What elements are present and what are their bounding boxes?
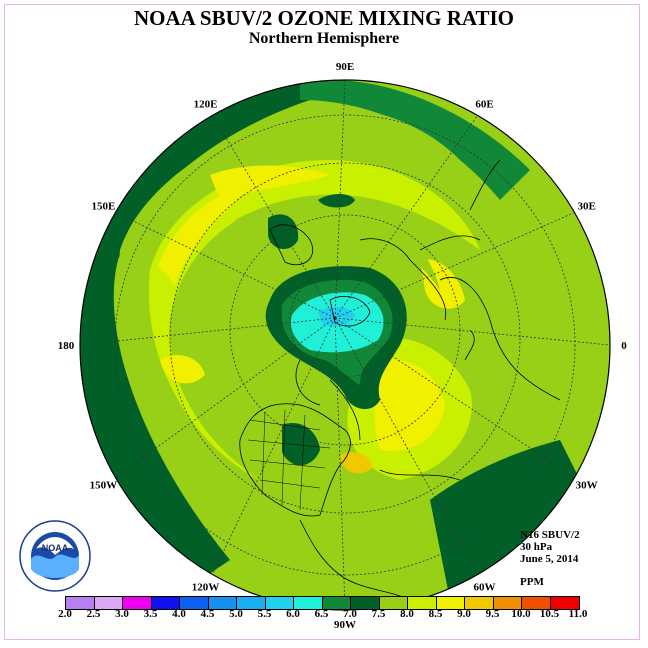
longitude-labels: 90E 60E 30E 0 30W 60W 90W 120W 150W 180 150E 120E bbox=[58, 61, 628, 631]
legend-swatch bbox=[522, 597, 551, 609]
legend-tick-label: 10.0 bbox=[511, 608, 531, 620]
legend-swatch bbox=[66, 597, 95, 609]
legend-ticks: 2.0 2.5 3.0 3.5 4.0 4.5 5.0 5.5 6.0 6.5 7.0 7.5 8.0 8… bbox=[52, 608, 612, 622]
legend-tick-label: 4.0 bbox=[172, 608, 186, 620]
legend-swatch bbox=[294, 597, 323, 609]
longitude-label: 180 bbox=[58, 340, 75, 352]
legend-tick-label: 10.5 bbox=[539, 608, 560, 620]
legend-swatch bbox=[493, 597, 522, 609]
legend-swatch bbox=[322, 597, 351, 609]
legend-swatch bbox=[123, 597, 152, 609]
map-subtitle: Northern Hemisphere bbox=[248, 30, 400, 47]
legend-swatch bbox=[151, 597, 180, 609]
legend-tick-label: 9.0 bbox=[457, 608, 471, 620]
meridian-line bbox=[79, 317, 336, 346]
color-legend bbox=[65, 596, 580, 610]
instrument-label: N16 SBUV/2 bbox=[520, 529, 580, 541]
legend-tick-label: 6.0 bbox=[286, 608, 300, 620]
legend-tick-label: 2.5 bbox=[86, 608, 101, 620]
longitude-label: 30E bbox=[577, 201, 595, 213]
legend-swatch bbox=[94, 597, 123, 609]
legend-swatch bbox=[465, 597, 494, 609]
legend-tick-label: 8.5 bbox=[428, 608, 443, 620]
legend-swatch bbox=[237, 597, 266, 609]
longitude-label: 30W bbox=[576, 480, 598, 492]
legend-tick-label: 4.5 bbox=[200, 608, 215, 620]
meridian-line bbox=[212, 115, 336, 319]
legend-tick-label: 11.0 bbox=[568, 608, 588, 620]
meridian-line bbox=[334, 115, 478, 319]
legend-swatch bbox=[265, 597, 294, 609]
meridian-line bbox=[334, 317, 478, 575]
longitude-label: 0 bbox=[621, 340, 627, 352]
page-frame bbox=[4, 4, 640, 640]
longitude-label: 90E bbox=[336, 61, 354, 73]
legend-tick-label: 2.0 bbox=[58, 608, 72, 620]
meridian-line bbox=[212, 317, 336, 575]
legend-tick-label: 7.5 bbox=[371, 608, 386, 620]
legend-swatch bbox=[550, 597, 579, 609]
coastlines bbox=[239, 159, 561, 601]
legend-tick-label: 3.0 bbox=[115, 608, 129, 620]
legend-swatch bbox=[351, 597, 380, 609]
meridian-line bbox=[115, 212, 336, 319]
map-title: NOAA SBUV/2 OZONE MIXING RATIO bbox=[134, 6, 514, 30]
longitude-label: 150E bbox=[91, 201, 115, 213]
longitude-label: 120E bbox=[194, 98, 218, 110]
legend-tick-label: 5.5 bbox=[257, 608, 272, 620]
legend-tick-label: 5.0 bbox=[229, 608, 243, 620]
noaa-logo: NOAA bbox=[19, 520, 91, 592]
legend-tick-label: 9.5 bbox=[485, 608, 500, 620]
meridian-line bbox=[334, 317, 346, 611]
hemisphere-boundary bbox=[79, 79, 611, 611]
units-label: PPM bbox=[520, 576, 544, 588]
longitude-label: 150W bbox=[90, 480, 118, 492]
legend-tick-label: 7.0 bbox=[343, 608, 357, 620]
logo-text: NOAA bbox=[42, 543, 69, 553]
meridians bbox=[79, 79, 611, 611]
state-boundaries bbox=[247, 409, 331, 511]
legend-swatch bbox=[208, 597, 237, 609]
longitude-label: 120W bbox=[192, 582, 220, 594]
legend-tick-label: 3.5 bbox=[143, 608, 158, 620]
date-label: June 5, 2014 bbox=[520, 553, 579, 565]
legend-tick-label: 6.5 bbox=[314, 608, 329, 620]
longitude-label: 60W bbox=[474, 582, 496, 594]
legend-swatch bbox=[436, 597, 465, 609]
legend-swatch bbox=[408, 597, 437, 609]
longitude-label: 90W bbox=[334, 619, 356, 631]
meridian-line bbox=[115, 317, 336, 478]
legend-swatch bbox=[180, 597, 209, 609]
legend-swatch bbox=[379, 597, 408, 609]
legend-tick-label: 8.0 bbox=[400, 608, 414, 620]
pressure-level-label: 30 hPa bbox=[520, 541, 553, 553]
longitude-label: 60E bbox=[475, 98, 493, 110]
